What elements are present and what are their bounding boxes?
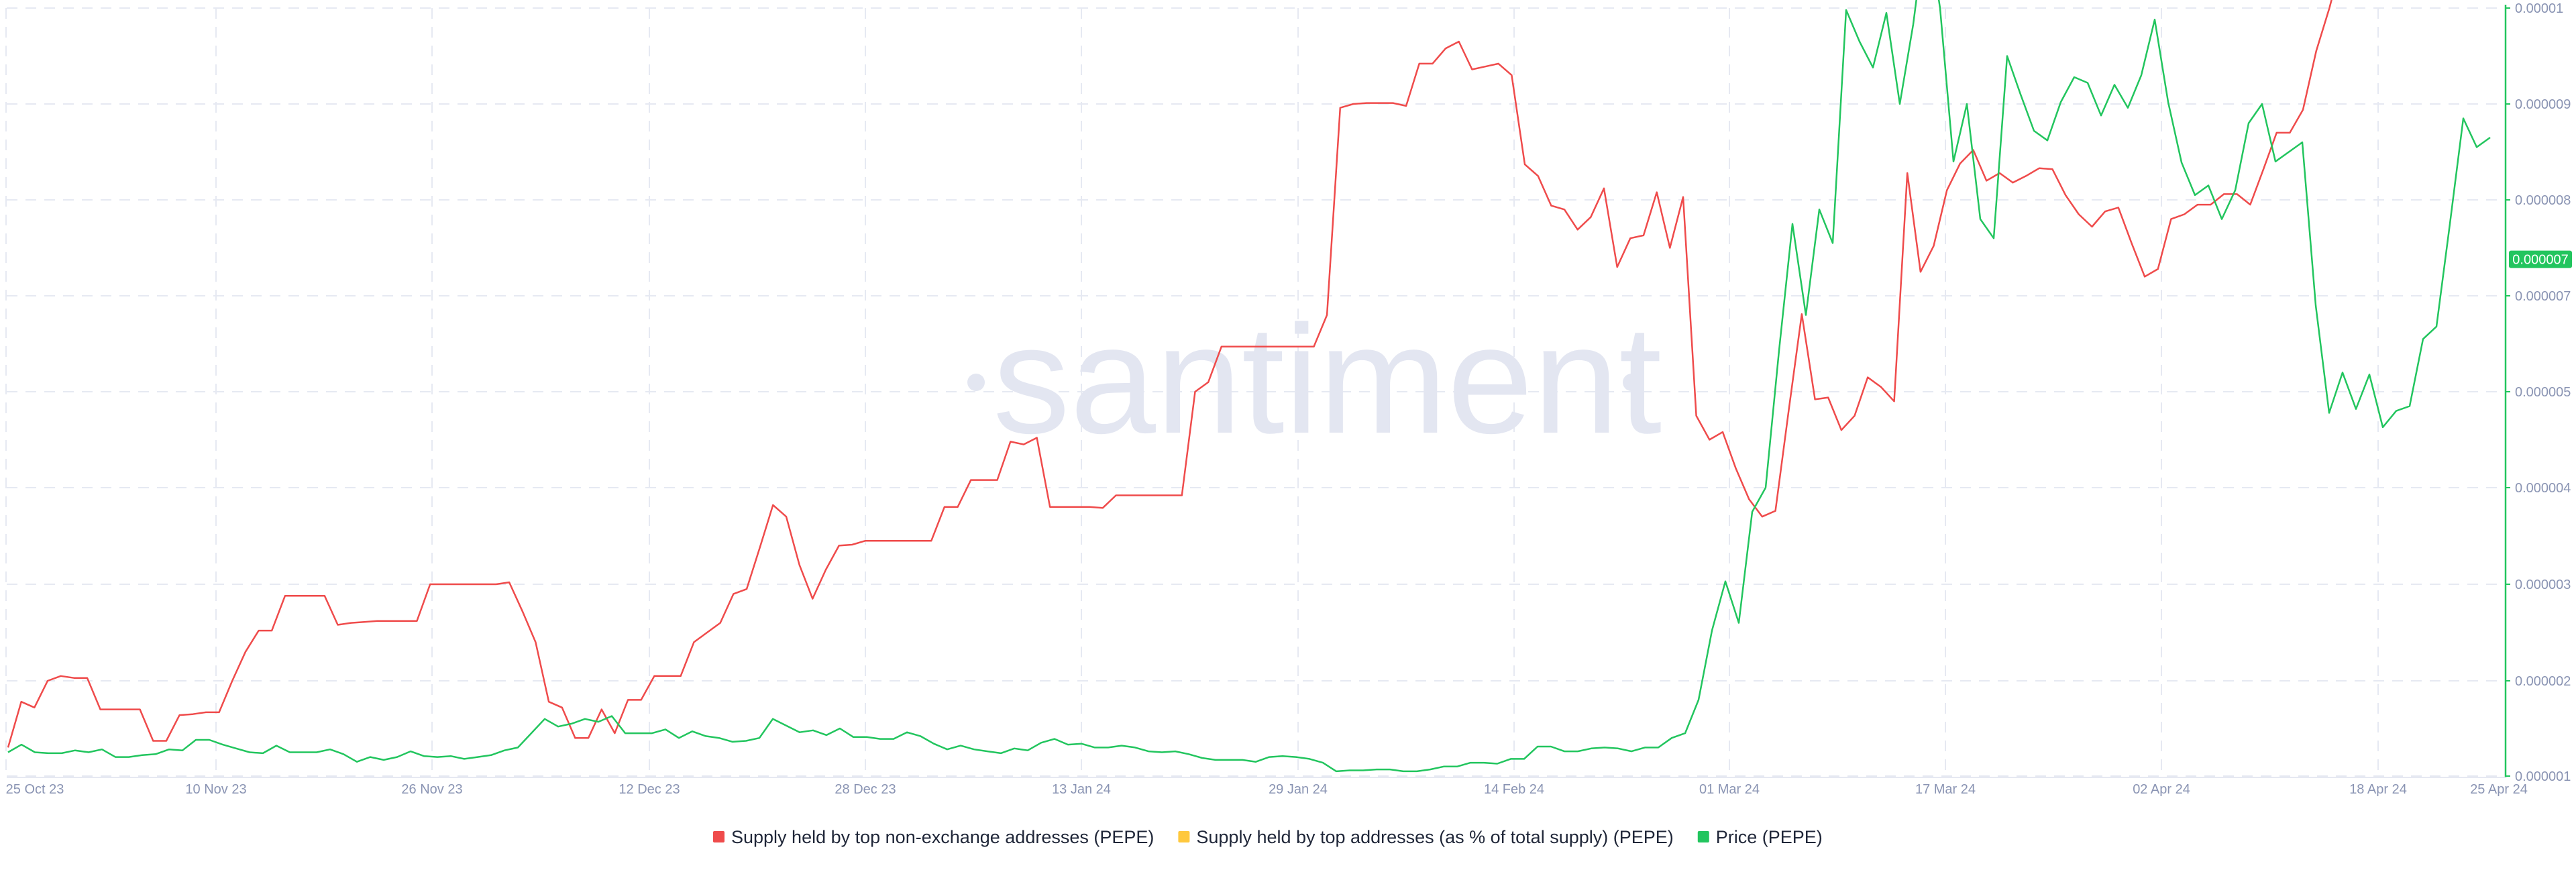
y-tick-label: 0.000001 (2515, 769, 2571, 784)
legend-swatch (1178, 831, 1190, 842)
x-tick-label: 18 Apr 24 (2349, 782, 2407, 797)
legend-swatch (1697, 831, 1709, 842)
series-line-2 (7, 0, 2491, 773)
watermark-dot-right (1623, 374, 1640, 391)
legend: Supply held by top non-exchange addresse… (713, 827, 1823, 847)
series-line-0 (7, 0, 2332, 748)
legend-items: Supply held by top non-exchange addresse… (713, 827, 1823, 847)
current-price-label: 0.000007 (2512, 253, 2568, 268)
x-tick-label: 29 Jan 24 (1269, 782, 1328, 797)
current-price-badge (2509, 250, 2572, 268)
legend-swatch (713, 831, 724, 842)
legend-label: Supply held by top non-exchange addresse… (731, 827, 1154, 847)
x-tick-label: 28 Dec 23 (835, 782, 896, 797)
y-tick-label: 0.000003 (2515, 578, 2571, 592)
y-tick-label: 0.000002 (2515, 674, 2571, 689)
axes: 0.000001 0.000002 0.000003 0.000004 0.000005… (6, 1, 2572, 797)
watermark-dot-left (967, 374, 985, 391)
legend-item[interactable]: Price (PEPE) (1697, 827, 1823, 847)
x-tick-label: 10 Nov 23 (185, 782, 246, 797)
y-tick-label: 0.000004 (2515, 481, 2571, 496)
x-tick-label: 12 Dec 23 (619, 782, 680, 797)
y-tick-label: 0.000007 (2515, 289, 2571, 304)
legend-item[interactable]: Supply held by top non-exchange addresse… (713, 827, 1154, 847)
y-tick-label: 0.000009 (2515, 97, 2571, 112)
x-tick-label: 14 Feb 24 (1484, 782, 1544, 797)
santiment-watermark: santiment (967, 293, 1662, 466)
grid (5, 7, 2506, 777)
x-tick-label: 25 Apr 24 (2470, 782, 2528, 797)
x-tick-label: 17 Mar 24 (1915, 782, 1976, 797)
y-tick-label: 0.000005 (2515, 385, 2571, 400)
x-tick-label: 13 Jan 24 (1052, 782, 1111, 797)
x-tick-label: 25 Oct 23 (6, 782, 64, 797)
watermark-text: santiment (993, 293, 1662, 466)
legend-label: Supply held by top addresses (as % of to… (1196, 827, 1673, 847)
x-tick-label: 01 Mar 24 (1699, 782, 1760, 797)
y-tick-label: 0.000008 (2515, 193, 2571, 208)
x-tick-label: 02 Apr 24 (2133, 782, 2190, 797)
series-lines (7, 0, 2491, 773)
legend-label: Price (PEPE) (1716, 827, 1823, 847)
x-tick-label: 26 Nov 23 (401, 782, 462, 797)
legend-item[interactable]: Supply held by top addresses (as % of to… (1178, 827, 1674, 847)
y-tick-label: 0.00001 (2515, 1, 2563, 16)
